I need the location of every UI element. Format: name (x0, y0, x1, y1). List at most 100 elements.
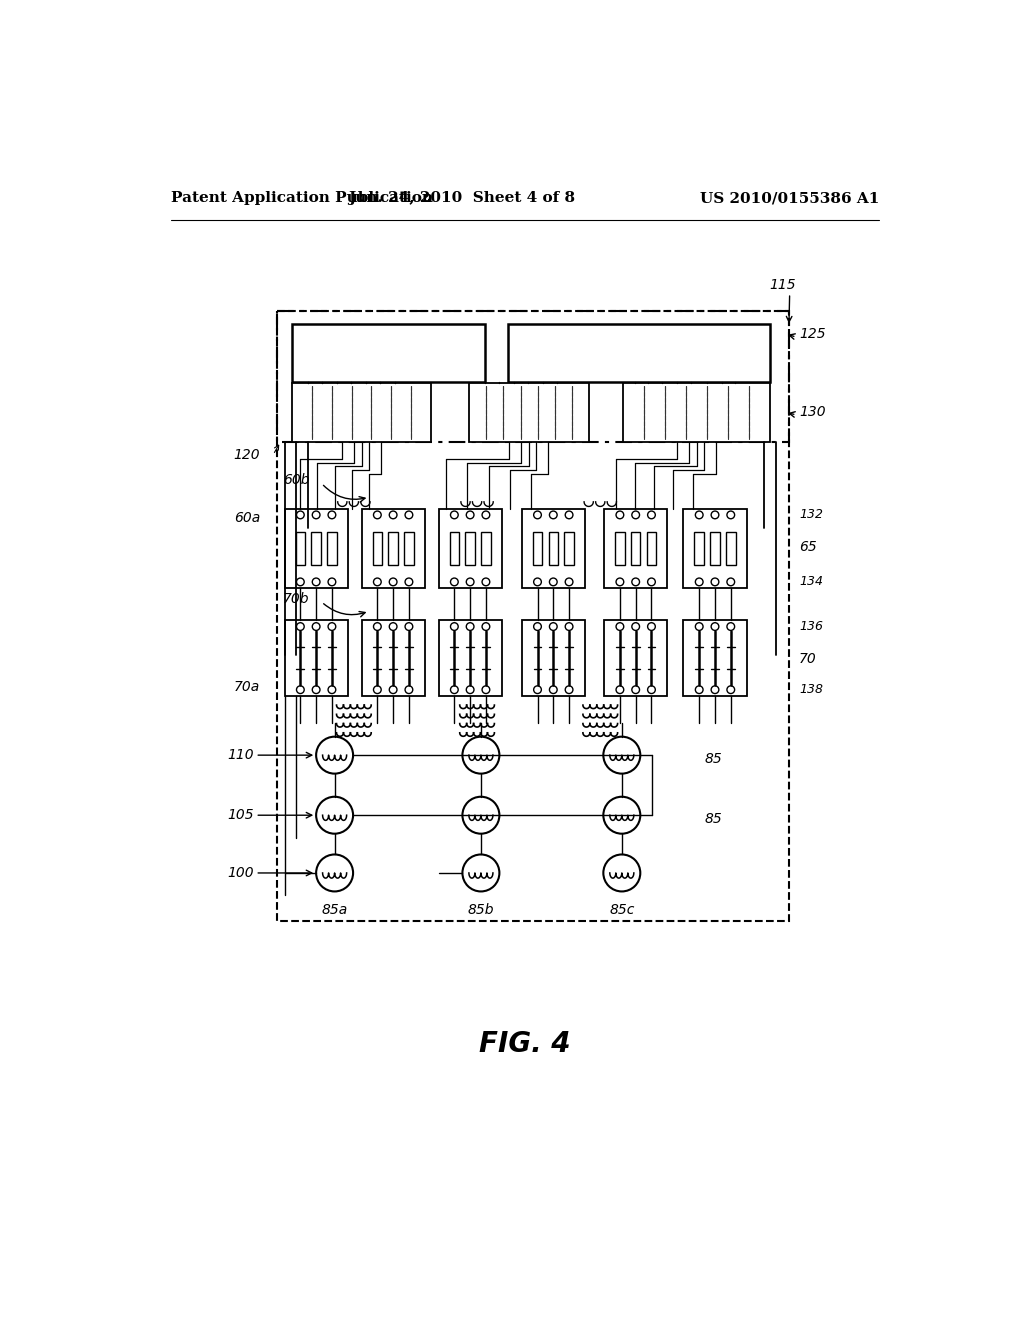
Circle shape (297, 578, 304, 586)
Circle shape (534, 623, 542, 631)
Circle shape (565, 686, 572, 693)
Circle shape (482, 578, 489, 586)
Circle shape (727, 511, 734, 519)
Circle shape (727, 578, 734, 586)
Bar (276, 312, 788, 442)
Circle shape (312, 511, 319, 519)
Circle shape (316, 797, 353, 834)
Circle shape (695, 578, 703, 586)
Bar (521, 508, 585, 589)
Bar (438, 620, 502, 696)
Circle shape (534, 578, 542, 586)
Circle shape (695, 511, 703, 519)
Bar (647, 532, 656, 565)
Bar (521, 620, 585, 696)
Circle shape (389, 511, 397, 519)
Circle shape (466, 578, 474, 586)
Text: 110: 110 (227, 748, 254, 762)
Circle shape (632, 686, 640, 693)
Circle shape (534, 511, 542, 519)
Text: 60b: 60b (283, 474, 309, 487)
Bar (361, 620, 425, 696)
Bar (438, 508, 502, 589)
Circle shape (374, 578, 381, 586)
Circle shape (482, 623, 489, 631)
Circle shape (695, 623, 703, 631)
Circle shape (451, 686, 458, 693)
Bar (615, 532, 625, 565)
Circle shape (550, 686, 557, 693)
Circle shape (711, 511, 719, 519)
Text: 85: 85 (705, 752, 722, 766)
Text: 65: 65 (799, 540, 817, 554)
Circle shape (389, 686, 397, 693)
Bar (631, 532, 640, 565)
Circle shape (463, 797, 500, 834)
Text: 115: 115 (770, 279, 797, 293)
Text: 85: 85 (705, 812, 722, 826)
Circle shape (632, 578, 640, 586)
Circle shape (451, 578, 458, 586)
Circle shape (632, 623, 640, 631)
Circle shape (616, 578, 624, 586)
Circle shape (466, 511, 474, 519)
Circle shape (647, 511, 655, 519)
Circle shape (374, 623, 381, 631)
Circle shape (534, 686, 542, 693)
Circle shape (316, 854, 353, 891)
Bar (683, 620, 746, 696)
Bar (292, 323, 484, 381)
Text: 136: 136 (799, 620, 823, 634)
Bar (469, 383, 589, 442)
Circle shape (565, 623, 572, 631)
Circle shape (374, 511, 381, 519)
Circle shape (603, 737, 640, 774)
Text: Patent Application Publication: Patent Application Publication (171, 191, 432, 206)
Bar (726, 532, 735, 565)
Circle shape (312, 686, 319, 693)
Bar (711, 532, 720, 565)
Circle shape (297, 623, 304, 631)
Bar (311, 532, 321, 565)
Circle shape (466, 686, 474, 693)
Circle shape (389, 578, 397, 586)
Circle shape (482, 686, 489, 693)
Circle shape (406, 511, 413, 519)
Circle shape (312, 578, 319, 586)
Circle shape (316, 737, 353, 774)
Circle shape (406, 578, 413, 586)
Bar (292, 383, 431, 442)
Circle shape (463, 737, 500, 774)
Circle shape (297, 511, 304, 519)
Text: 85b: 85b (468, 903, 495, 917)
Bar (328, 532, 337, 565)
Bar (481, 532, 490, 565)
Circle shape (312, 623, 319, 631)
Circle shape (328, 623, 336, 631)
Bar (604, 508, 668, 589)
Bar (532, 532, 543, 565)
Bar (276, 312, 788, 921)
Circle shape (565, 578, 572, 586)
Text: 85a: 85a (322, 903, 348, 917)
Circle shape (374, 686, 381, 693)
Bar (564, 532, 573, 565)
Text: 70b: 70b (283, 591, 309, 606)
Text: 138: 138 (799, 684, 823, 696)
Bar (388, 532, 398, 565)
Text: FIG. 4: FIG. 4 (479, 1030, 570, 1057)
Circle shape (616, 623, 624, 631)
Circle shape (565, 511, 572, 519)
Circle shape (727, 623, 734, 631)
Circle shape (451, 511, 458, 519)
Circle shape (389, 623, 397, 631)
Circle shape (727, 686, 734, 693)
Circle shape (328, 686, 336, 693)
Text: 132: 132 (799, 508, 823, 521)
Circle shape (632, 511, 640, 519)
Text: 85c: 85c (609, 903, 635, 917)
Text: 70a: 70a (233, 680, 260, 693)
Circle shape (466, 623, 474, 631)
Circle shape (406, 623, 413, 631)
Circle shape (695, 686, 703, 693)
